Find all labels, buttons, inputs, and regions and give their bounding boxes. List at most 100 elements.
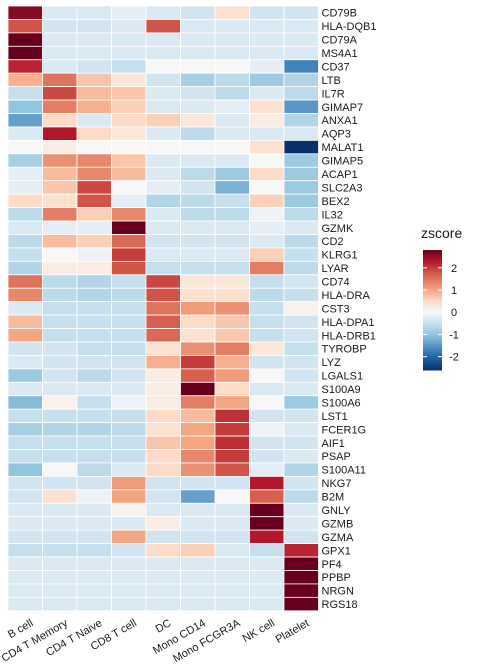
heatmap-cell xyxy=(180,207,216,222)
heatmap-cell xyxy=(249,193,285,209)
heatmap-cell xyxy=(145,422,181,437)
heatmap-cell xyxy=(111,72,147,88)
colorbar-segment xyxy=(423,340,442,343)
heatmap-cell xyxy=(214,72,250,88)
heatmap-cell xyxy=(214,341,250,356)
heatmap-cell xyxy=(180,247,216,262)
heatmap-cell xyxy=(145,543,181,558)
legend-title: zscore xyxy=(421,225,462,241)
heatmap-cell xyxy=(7,583,43,598)
heatmap-cell xyxy=(249,207,285,222)
heatmap-cell xyxy=(249,368,285,383)
heatmap-cell xyxy=(145,449,181,464)
row-label: LYAR xyxy=(322,263,349,275)
heatmap-cell xyxy=(180,113,216,128)
colorbar-segment xyxy=(423,306,442,309)
heatmap-cell xyxy=(283,59,319,74)
heatmap-cell xyxy=(283,260,319,276)
heatmap-cell xyxy=(111,395,147,410)
heatmap-cell xyxy=(7,207,43,222)
heatmap-cell xyxy=(180,220,216,235)
heatmap-cell xyxy=(42,462,78,477)
heatmap-cell xyxy=(214,32,250,47)
heatmap-cell xyxy=(249,449,285,464)
heatmap-cell xyxy=(283,529,319,544)
colorbar-segment xyxy=(423,276,442,279)
heatmap-cell xyxy=(180,341,216,356)
colorbar-segment xyxy=(423,324,442,327)
colorbar-segment xyxy=(423,308,442,311)
colorbar-segment xyxy=(423,312,442,315)
heatmap-cell xyxy=(145,287,181,303)
heatmap-cell xyxy=(42,381,78,397)
heatmap-cell xyxy=(180,489,216,504)
heatmap-cell xyxy=(180,314,216,329)
heatmap-cell xyxy=(145,462,181,477)
heatmap-cell xyxy=(7,449,43,464)
heatmap-cell xyxy=(249,395,285,410)
heatmap-cell xyxy=(283,462,319,477)
heatmap-cell xyxy=(111,543,147,558)
heatmap-cell xyxy=(145,19,181,34)
heatmap-cell xyxy=(249,489,285,504)
legend-tick-label: 2 xyxy=(451,263,457,275)
row-label: GZMB xyxy=(322,518,354,530)
colorbar-segment xyxy=(423,290,442,293)
heatmap-cell xyxy=(76,180,112,195)
colorbar-segment xyxy=(423,266,442,269)
heatmap-cell xyxy=(214,260,250,276)
heatmap-cell xyxy=(111,529,147,544)
heatmap-cell xyxy=(180,19,216,34)
heatmap-cell xyxy=(283,489,319,504)
heatmap-cell xyxy=(111,32,147,47)
heatmap-cell xyxy=(111,516,147,531)
heatmap-cell xyxy=(180,355,216,370)
heatmap-cell xyxy=(111,408,147,424)
heatmap-cell xyxy=(111,247,147,262)
row-label: LGALS1 xyxy=(322,371,364,383)
heatmap-cell xyxy=(7,422,43,437)
heatmap-cell xyxy=(249,475,285,491)
colorbar-segment xyxy=(423,286,442,289)
heatmap-cell xyxy=(76,502,112,518)
heatmap-cell xyxy=(111,381,147,397)
legend-tick-label: -2 xyxy=(449,352,459,364)
row-label: HLA-DRA xyxy=(322,290,371,302)
heatmap-cell xyxy=(76,395,112,410)
row-label: KLRG1 xyxy=(322,250,358,262)
row-label: GIMAP5 xyxy=(322,156,364,168)
heatmap-cell xyxy=(214,381,250,397)
heatmap-cell xyxy=(249,529,285,544)
heatmap-cell xyxy=(249,86,285,101)
colorbar-segment xyxy=(423,296,442,299)
row-label: GIMAP7 xyxy=(322,102,364,114)
heatmap-cell xyxy=(111,341,147,356)
heatmap-cell xyxy=(283,314,319,329)
heatmap-cell xyxy=(76,86,112,101)
colorbar-segment xyxy=(423,320,442,323)
heatmap-cell xyxy=(76,274,112,289)
heatmap-cell xyxy=(180,328,216,343)
heatmap-cell xyxy=(145,475,181,491)
heatmap-cell xyxy=(111,462,147,477)
heatmap-cell xyxy=(214,19,250,34)
heatmap-cell xyxy=(214,207,250,222)
heatmap-cell xyxy=(180,301,216,316)
heatmap-cell xyxy=(249,5,285,20)
heatmap-cell xyxy=(76,341,112,356)
heatmap-cell xyxy=(145,570,181,585)
heatmap-cell xyxy=(76,368,112,383)
heatmap-cell xyxy=(76,529,112,544)
colorbar-segment xyxy=(423,352,442,355)
heatmap-cell xyxy=(249,274,285,289)
heatmap-cell xyxy=(42,59,78,74)
heatmap-cell xyxy=(42,113,78,128)
row-label: CD79A xyxy=(322,35,358,47)
heatmap-cell xyxy=(283,556,319,571)
heatmap-cell xyxy=(145,193,181,209)
heatmap-cell xyxy=(283,570,319,585)
row-label: GNLY xyxy=(322,505,352,517)
heatmap-cell xyxy=(111,328,147,343)
heatmap-cell xyxy=(180,180,216,195)
row-label: LYZ xyxy=(322,357,342,369)
